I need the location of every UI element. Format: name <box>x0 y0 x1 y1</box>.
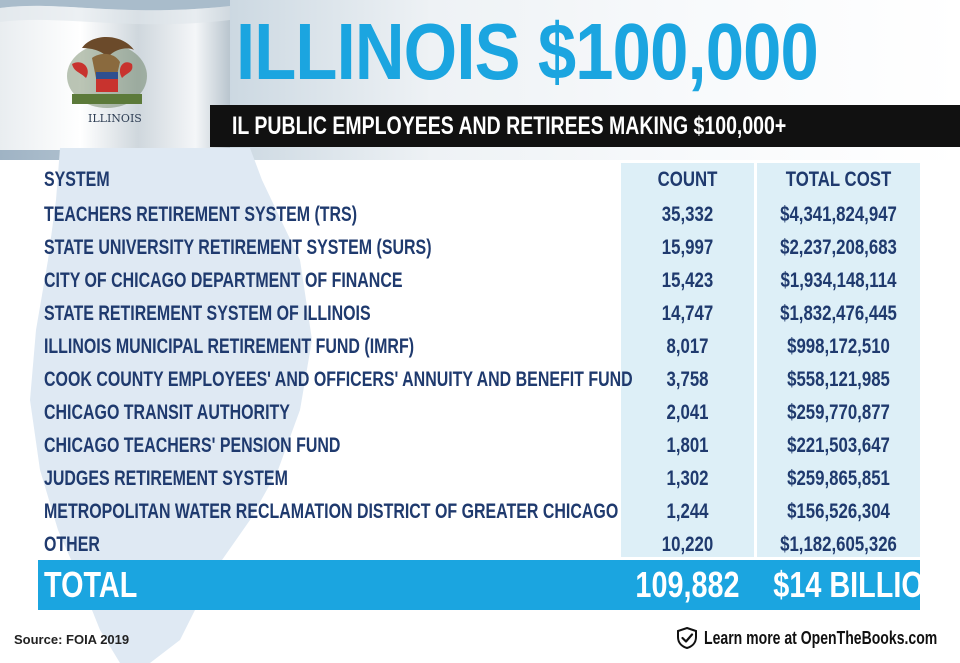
system-name: OTHER <box>44 533 100 556</box>
table-row: OTHER 10,220 $1,182,605,326 <box>0 528 960 561</box>
learn-more-link[interactable]: Learn more at OpenTheBooks.com <box>676 624 946 652</box>
system-name: STATE UNIVERSITY RETIREMENT SYSTEM (SURS… <box>44 236 432 259</box>
total-cost-value: $259,770,877 <box>787 401 890 424</box>
total-cost-value: $1,182,605,326 <box>780 533 897 556</box>
count-value: 1,801 <box>666 434 709 457</box>
table-row: JUDGES RETIREMENT SYSTEM 1,302 $259,865,… <box>0 462 960 495</box>
count-value: 14,747 <box>661 302 714 325</box>
count-value: 2,041 <box>666 401 709 424</box>
flag-text: ILLINOIS <box>88 112 142 125</box>
system-name: ILLINOIS MUNICIPAL RETIREMENT FUND (IMRF… <box>44 335 415 358</box>
total-cost-value: $558,121,985 <box>787 368 890 391</box>
total-cost-value: $1,934,148,114 <box>780 269 897 292</box>
table-row: CITY OF CHICAGO DEPARTMENT OF FINANCE 15… <box>0 264 960 297</box>
system-name: CITY OF CHICAGO DEPARTMENT OF FINANCE <box>44 269 403 292</box>
table-row: CHICAGO TEACHERS' PENSION FUND 1,801 $22… <box>0 429 960 462</box>
total-cost-value: $156,526,304 <box>787 500 890 523</box>
count-value: 15,997 <box>661 236 714 259</box>
total-count: 109,882 <box>635 564 740 605</box>
count-value: 10,220 <box>661 533 714 556</box>
table-row: ILLINOIS MUNICIPAL RETIREMENT FUND (IMRF… <box>0 330 960 363</box>
page-title: ILLINOIS $100,000 CLUB <box>236 7 838 96</box>
table-row: STATE RETIREMENT SYSTEM OF ILLINOIS 14,7… <box>0 297 960 330</box>
count-value: 35,332 <box>661 203 714 226</box>
system-name: COOK COUNTY EMPLOYEES' AND OFFICERS' ANN… <box>44 368 633 391</box>
total-cost: $14 BILLION <box>773 564 945 605</box>
table-row: TEACHERS RETIREMENT SYSTEM (TRS) 35,332 … <box>0 198 960 231</box>
total-label: TOTAL <box>44 564 138 605</box>
cost-column-band <box>757 163 920 557</box>
illinois-state-shape <box>30 148 312 663</box>
table-row: COOK COUNTY EMPLOYEES' AND OFFICERS' ANN… <box>0 363 960 396</box>
count-value: 3,758 <box>666 368 709 391</box>
subtitle-bar <box>210 105 960 147</box>
page-subtitle: IL PUBLIC EMPLOYEES AND RETIREES MAKING … <box>232 112 787 140</box>
total-cost-value: $221,503,647 <box>787 434 890 457</box>
total-cost-value: $2,237,208,683 <box>780 236 897 259</box>
system-name: METROPOLITAN WATER RECLAMATION DISTRICT … <box>44 500 619 523</box>
count-column-band <box>621 163 754 557</box>
system-name: CHICAGO TRANSIT AUTHORITY <box>44 401 290 424</box>
source-note: Source: FOIA 2019 <box>14 632 130 647</box>
total-cost-value: $998,172,510 <box>787 335 890 358</box>
column-header-total-cost: TOTAL COST <box>785 168 892 191</box>
count-value: 8,017 <box>666 335 709 358</box>
table-row: METROPOLITAN WATER RECLAMATION DISTRICT … <box>0 495 960 528</box>
system-name: TEACHERS RETIREMENT SYSTEM (TRS) <box>44 203 358 226</box>
system-name: STATE RETIREMENT SYSTEM OF ILLINOIS <box>44 302 371 325</box>
total-cost-value: $1,832,476,445 <box>780 302 897 325</box>
column-header-count: COUNT <box>657 168 718 191</box>
count-value: 1,302 <box>666 467 709 490</box>
total-row <box>38 560 920 610</box>
total-cost-value: $259,865,851 <box>787 467 890 490</box>
illinois-flag-icon: ILLINOIS <box>0 0 230 150</box>
count-value: 15,423 <box>661 269 714 292</box>
system-name: JUDGES RETIREMENT SYSTEM <box>44 467 288 490</box>
table-header-row: SYSTEM COUNT TOTAL COST <box>0 163 960 196</box>
table-row: CHICAGO TRANSIT AUTHORITY 2,041 $259,770… <box>0 396 960 429</box>
check-shield-icon <box>677 627 697 649</box>
column-header-system: SYSTEM <box>44 168 110 191</box>
total-cost-value: $4,341,824,947 <box>780 203 897 226</box>
count-value: 1,244 <box>666 500 709 523</box>
system-name: CHICAGO TEACHERS' PENSION FUND <box>44 434 341 457</box>
learn-more-text: Learn more at OpenTheBooks.com <box>704 628 938 648</box>
table-row: STATE UNIVERSITY RETIREMENT SYSTEM (SURS… <box>0 231 960 264</box>
